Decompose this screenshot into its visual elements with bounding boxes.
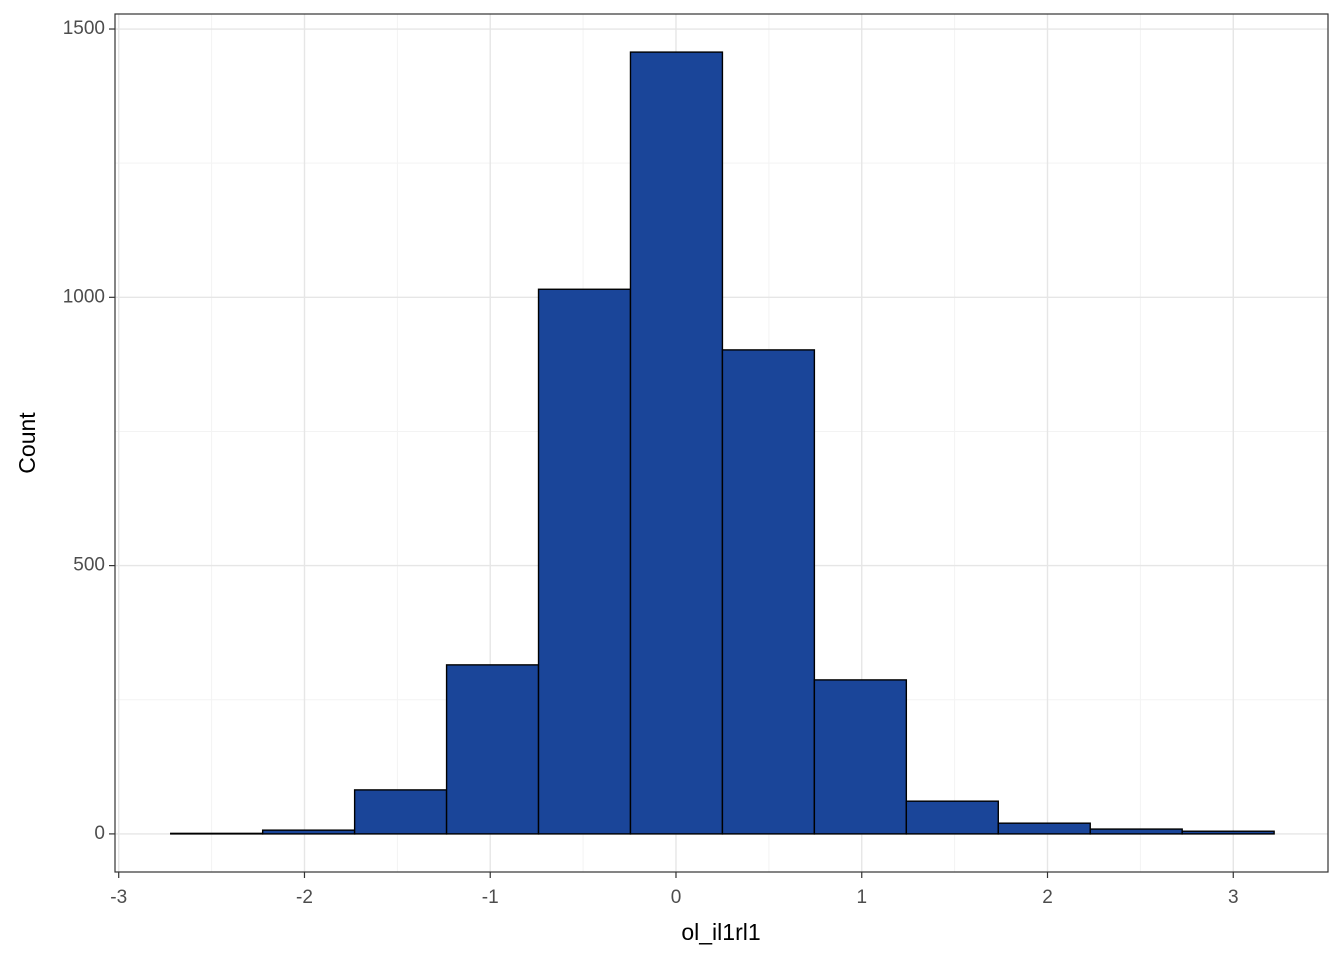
bar [537,288,632,835]
y-tick-label: 1000 [63,286,105,307]
x-tick-label: 1 [856,887,867,908]
x-tick-label: -2 [296,887,313,908]
x-axis-title: ol_il1rl1 [681,919,760,945]
x-tick-label: 3 [1228,887,1239,908]
bar [1181,830,1275,835]
y-axis-title: Count [14,412,40,474]
y-tick-label: 1500 [63,18,105,39]
bars [170,51,1275,835]
bar [445,664,540,835]
bar [997,822,1091,835]
x-tick-label: 2 [1042,887,1053,908]
bar [261,829,356,835]
x-tick-label: -3 [110,887,127,908]
bar [1089,828,1183,835]
y-tick-label: 0 [94,823,105,844]
axes: 0 500 1000 1500 -3 -2 -1 0 1 2 3 [63,18,1239,908]
bar [721,349,816,835]
bar [629,51,724,835]
panel-border [114,13,1329,873]
bar [905,800,999,835]
x-tick-label: 0 [671,887,682,908]
bar [813,679,908,835]
x-tick-label: -1 [482,887,499,908]
bar [353,789,448,835]
bar [170,832,264,835]
y-tick-label: 500 [73,555,105,576]
